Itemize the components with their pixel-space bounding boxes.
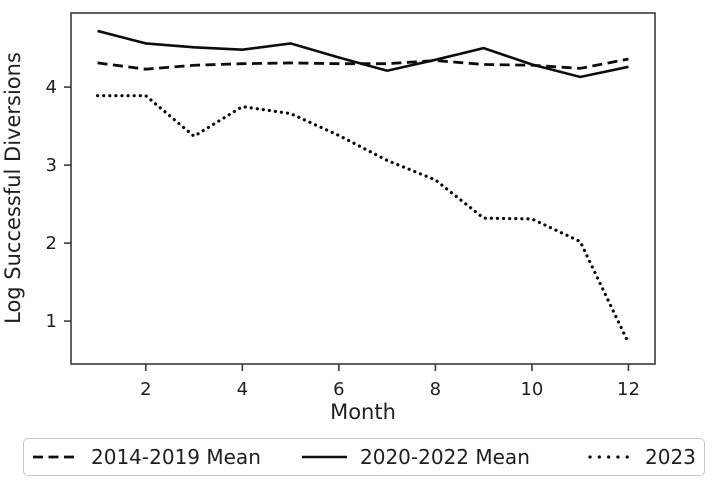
legend-label: 2014-2019 Mean — [91, 445, 261, 469]
y-axis-label: Log Successful Diversions — [1, 52, 25, 324]
dashed-line-sample — [33, 455, 78, 459]
legend-item-2023: 2023 — [586, 439, 696, 475]
y-tick-label: 3 — [46, 155, 57, 176]
y-tick-label: 2 — [46, 233, 57, 254]
legend-item-2014-2019-mean: 2014-2019 Mean — [32, 439, 261, 475]
y-tick-label: 1 — [46, 311, 57, 332]
x-tick-label: 12 — [617, 379, 640, 400]
series-line-2020-2022-mean — [97, 29, 629, 79]
solid-line-sample — [302, 455, 347, 459]
plot-area: 4 3 2 1 12 10 8 6 4 2 Month Log Successful Divers… — [1, 12, 656, 424]
x-tick-label: 8 — [430, 379, 441, 400]
x-tick-label: 4 — [237, 379, 248, 400]
x-tick-label: 10 — [520, 379, 543, 400]
x-axis-label: Month — [330, 400, 396, 424]
series-line-2023 — [95, 94, 631, 345]
legend-label: 2020-2022 Mean — [360, 445, 530, 469]
x-tick-label: 2 — [140, 379, 151, 400]
y-tick-label: 4 — [46, 77, 57, 98]
x-tick-label: 6 — [333, 379, 344, 400]
dotted-line-sample — [588, 455, 632, 459]
legend-label: 2023 — [645, 445, 696, 469]
plot-frame — [70, 12, 656, 365]
legend-item-2020-2022-mean: 2020-2022 Mean — [301, 439, 530, 475]
legend: 2014-2019 Mean 2020-2022 Mean 2023 — [23, 438, 705, 476]
